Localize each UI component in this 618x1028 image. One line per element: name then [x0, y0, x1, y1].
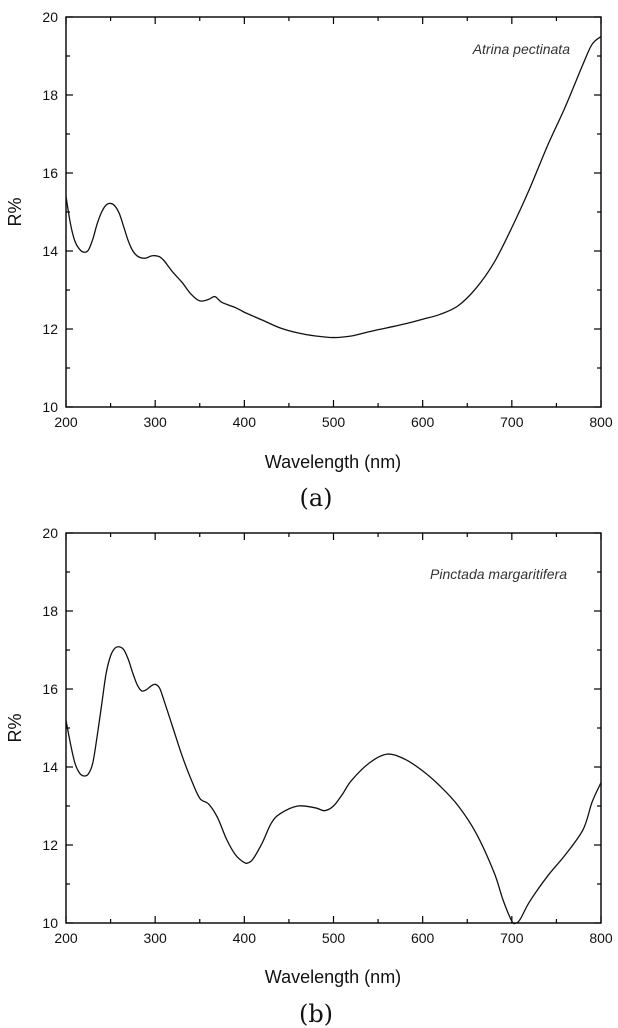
x-axis-label: Wavelength (nm)	[265, 452, 401, 472]
annotation-label: Atrina pectinata	[472, 41, 570, 57]
x-tick-label: 800	[589, 414, 613, 430]
plot-frame	[65, 16, 602, 408]
x-tick-label: 600	[411, 414, 435, 430]
x-tick-label: 400	[233, 414, 257, 430]
series-line	[65, 35, 602, 339]
x-tick-label: 300	[143, 414, 167, 430]
y-tick-label: 18	[42, 603, 58, 619]
x-tick-label: 500	[322, 930, 346, 946]
x-tick-label: 300	[143, 930, 167, 946]
series-line	[65, 646, 602, 925]
y-tick-label: 12	[42, 321, 58, 337]
x-tick-label: 400	[233, 930, 257, 946]
tick-marks	[65, 16, 602, 408]
x-axis-label: Wavelength (nm)	[265, 967, 401, 987]
x-tick-label: 700	[500, 414, 524, 430]
y-tick-label: 16	[42, 165, 58, 181]
x-tick-label: 200	[54, 414, 78, 430]
chart-panel-b: 200 300 400 500 600 700 800 10 12 14 16 18 20 Pincta…	[5, 525, 613, 1028]
y-tick-label: 12	[42, 837, 58, 853]
y-tick-label: 10	[42, 399, 58, 415]
chart-panel-a: 200 300 400 500 600 700 800 10 12 14 16 18 20 Atrina…	[5, 9, 613, 512]
tick-labels: 200 300 400 500 600 700 800 10 12 14 16 18 20	[42, 525, 612, 946]
y-tick-label: 10	[42, 915, 58, 931]
x-tick-label: 200	[54, 930, 78, 946]
y-axis-label: R%	[5, 197, 25, 226]
y-tick-label: 14	[42, 759, 58, 775]
y-axis-label: R%	[5, 713, 25, 742]
panel-label: (b)	[299, 1000, 333, 1028]
y-tick-label: 16	[42, 681, 58, 697]
plot-frame	[65, 532, 602, 924]
y-tick-label: 20	[42, 525, 58, 541]
x-tick-label: 500	[322, 414, 346, 430]
y-tick-label: 20	[42, 9, 58, 25]
annotation-label: Pinctada margaritifera	[430, 566, 567, 582]
x-tick-label: 800	[589, 930, 613, 946]
x-tick-label: 600	[411, 930, 435, 946]
panel-label: (a)	[299, 484, 332, 512]
y-tick-label: 18	[42, 87, 58, 103]
tick-marks	[65, 532, 602, 924]
y-tick-label: 14	[42, 243, 58, 259]
tick-labels: 200 300 400 500 600 700 800 10 12 14 16 18 20	[42, 9, 612, 430]
x-tick-label: 700	[500, 930, 524, 946]
